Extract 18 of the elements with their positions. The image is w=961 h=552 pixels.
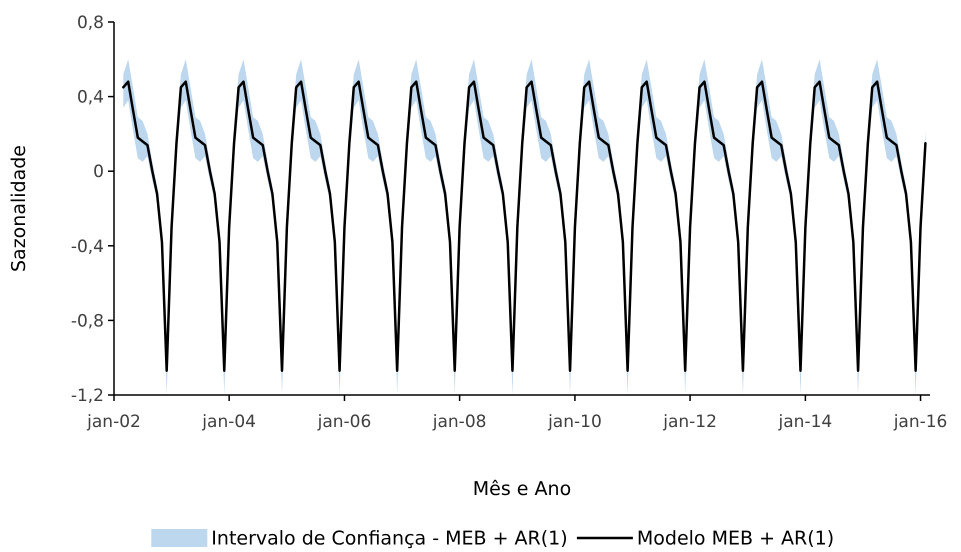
x-tick-label: jan-08 [432, 412, 486, 432]
x-axis-title: Mês e Ano [472, 478, 572, 500]
x-tick-label: jan-12 [662, 412, 717, 432]
y-tick-label: -0,4 [70, 236, 104, 257]
y-tick-label: -0,8 [70, 311, 104, 332]
y-axis-title: Sazonalidade [8, 145, 30, 272]
x-tick-label: jan-02 [86, 412, 141, 432]
x-tick-label: jan-04 [201, 412, 256, 432]
legend-label: Intervalo de Confiança - MEB + AR(1) [211, 528, 568, 550]
x-tick-label: jan-10 [547, 412, 602, 432]
x-tick-label: jan-14 [778, 412, 832, 432]
y-tick-label: -1,2 [70, 386, 104, 406]
x-tick-label: jan-06 [316, 412, 372, 432]
x-tick-label: jan-16 [892, 412, 948, 432]
y-tick-label: 0,8 [76, 12, 104, 33]
legend-label: Modelo MEB + AR(1) [636, 528, 834, 550]
y-tick-label: 0 [93, 162, 104, 182]
y-tick-label: 0,4 [76, 88, 104, 108]
